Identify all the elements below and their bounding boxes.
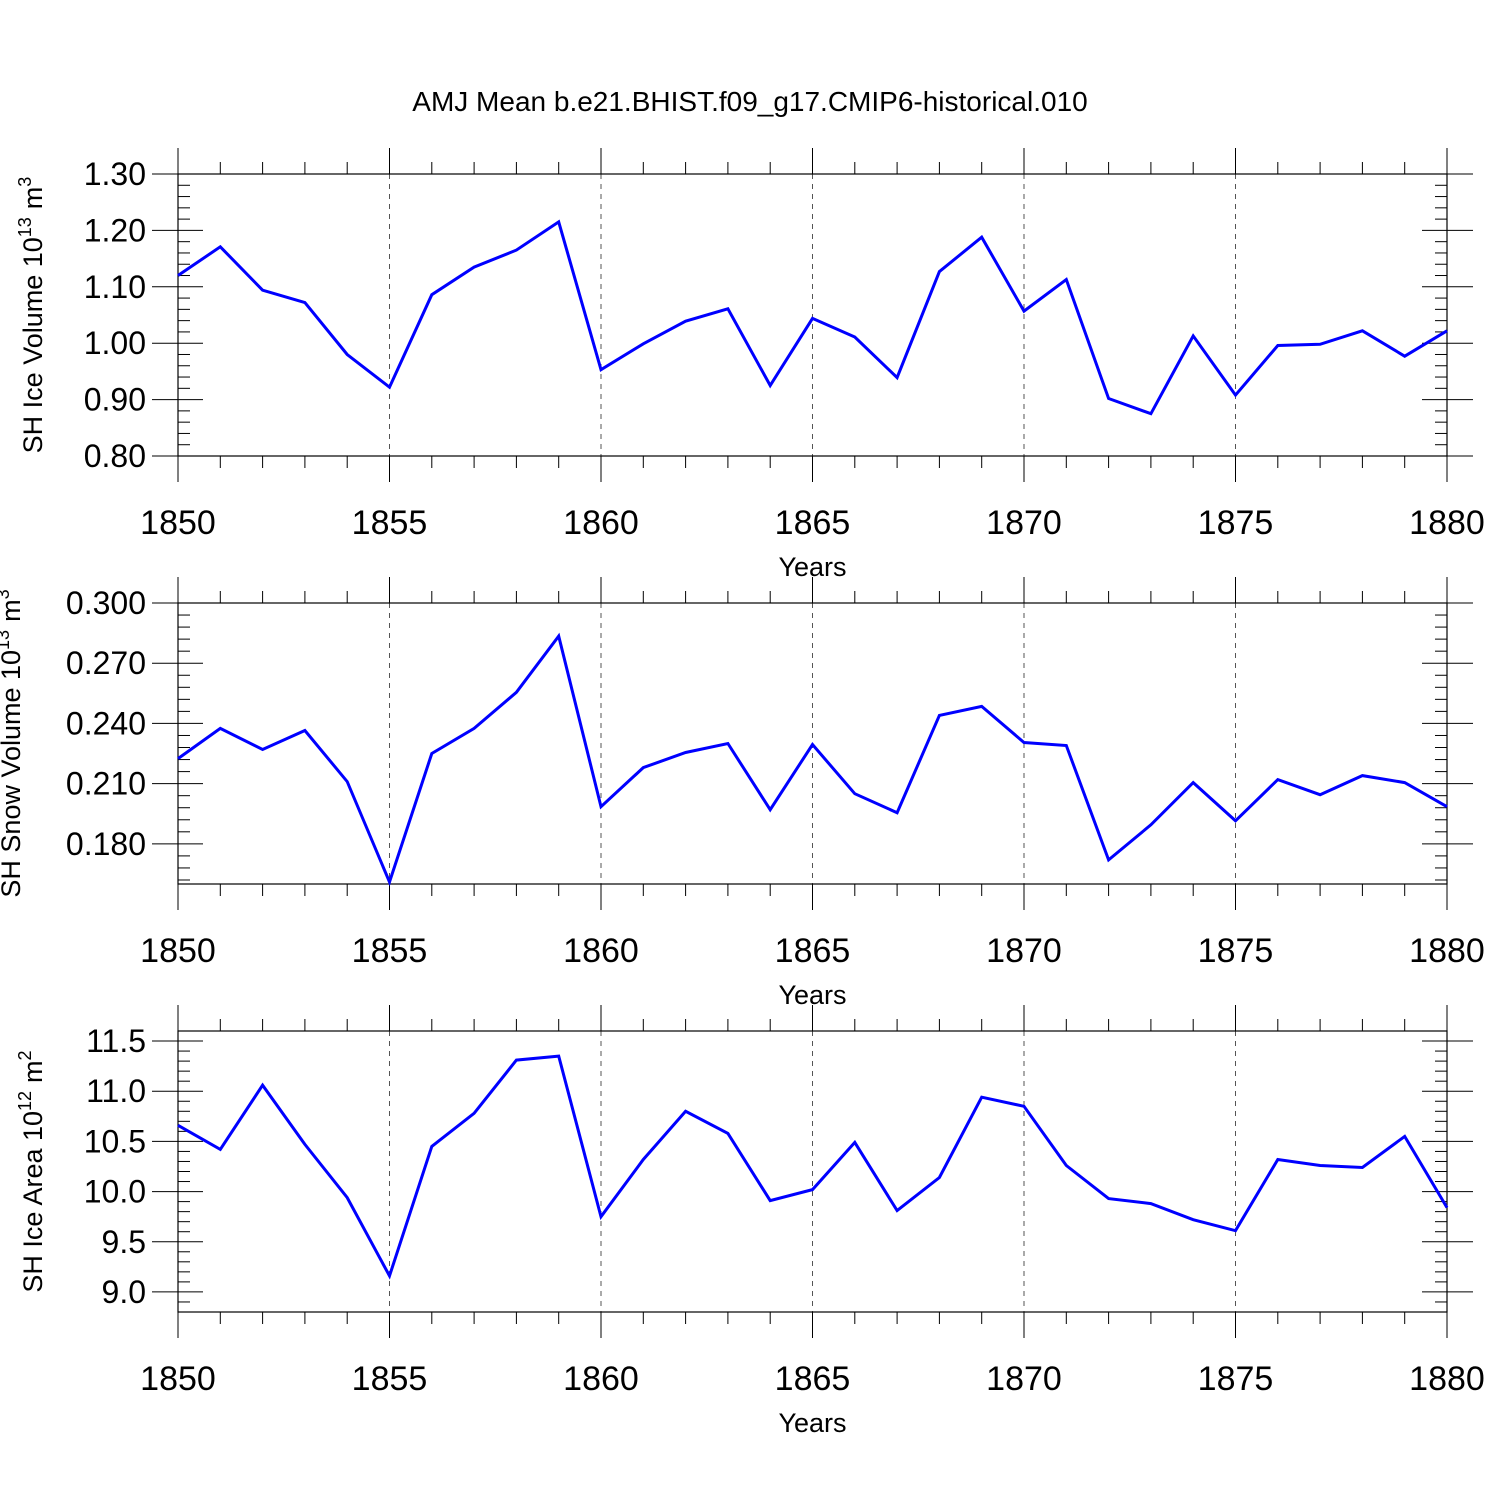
panel-3: 1850 1855 1860 1865 1870 1875 1880 Years 9.0 9.5 1…: [15, 1005, 1485, 1438]
x-tick-label: 1860: [563, 504, 639, 542]
y-tick-label: 0.300: [66, 585, 146, 621]
x-tick-label: 1860: [563, 932, 639, 970]
y-tick-label: 1.20: [84, 212, 146, 248]
x-tick-label: 1865: [775, 504, 851, 542]
y-tick-label: 11.0: [86, 1073, 146, 1109]
x-tick-label: 1880: [1409, 504, 1485, 542]
y-tick-label: 0.210: [66, 766, 146, 802]
series-line-1: [177, 219, 1448, 416]
x-tick-label: 1860: [563, 1360, 639, 1398]
y-tick-label: 0.180: [66, 826, 146, 862]
chart-panels: 1850 1855 1860 1865 1870 1875 1880 Years 0.80 0.9…: [0, 148, 1485, 1438]
x-tick-label: 1855: [352, 932, 428, 970]
x-tick-label: 1865: [775, 1360, 851, 1398]
x-axis-title: Years: [778, 1408, 846, 1438]
x-tick-label: 1855: [352, 1360, 428, 1398]
y-tick-label: 11.5: [86, 1023, 146, 1059]
y-tick-label: 10.0: [84, 1174, 146, 1210]
x-tick-label: 1870: [986, 932, 1062, 970]
y-tick-label: 0.90: [84, 382, 146, 418]
x-tick-label: 1850: [140, 932, 216, 970]
x-tick-label: 1875: [1198, 932, 1274, 970]
y-tick-label: 0.270: [66, 645, 146, 681]
y-tick-label: 9.0: [102, 1274, 146, 1310]
x-tick-label: 1855: [352, 504, 428, 542]
x-tick-label: 1850: [140, 504, 216, 542]
y-tick-label: 1.00: [84, 325, 146, 361]
y-axis-title: SH Ice Volume 1013m3: [15, 177, 48, 454]
y-tick-label: 0.80: [84, 438, 146, 474]
panel-1: 1850 1855 1860 1865 1870 1875 1880Years0.800.9…: [15, 148, 1485, 582]
y-tick-label: 9.5: [102, 1224, 146, 1260]
series-line-2: [177, 632, 1448, 887]
y-tick-label: 1.30: [84, 156, 146, 192]
x-tick-label: 1875: [1198, 1360, 1274, 1398]
y-tick-label: 0.240: [66, 705, 146, 741]
y-tick-label: 1.10: [84, 269, 146, 305]
y-axis-title: SH Ice Area 1012m2: [15, 1050, 48, 1292]
x-tick-label: 1870: [986, 504, 1062, 542]
x-tick-label: 1865: [775, 932, 851, 970]
chart-title: AMJ Mean b.e21.BHIST.f09_g17.CMIP6-histo…: [412, 86, 1087, 117]
y-tick-label: 10.5: [84, 1123, 146, 1159]
x-tick-label: 1870: [986, 1360, 1062, 1398]
x-tick-label: 1880: [1409, 932, 1485, 970]
panel-2: 1850 1855 1860 1865 1870 1875 1880Years0.1800.…: [0, 577, 1485, 1010]
x-tick-label: 1880: [1409, 1360, 1485, 1398]
x-tick-label: 1850: [140, 1360, 216, 1398]
y-axis-title: SH Snow Volume 1013m3: [0, 589, 26, 897]
x-tick-label: 1875: [1198, 504, 1274, 542]
series-line-3: [177, 1054, 1449, 1280]
